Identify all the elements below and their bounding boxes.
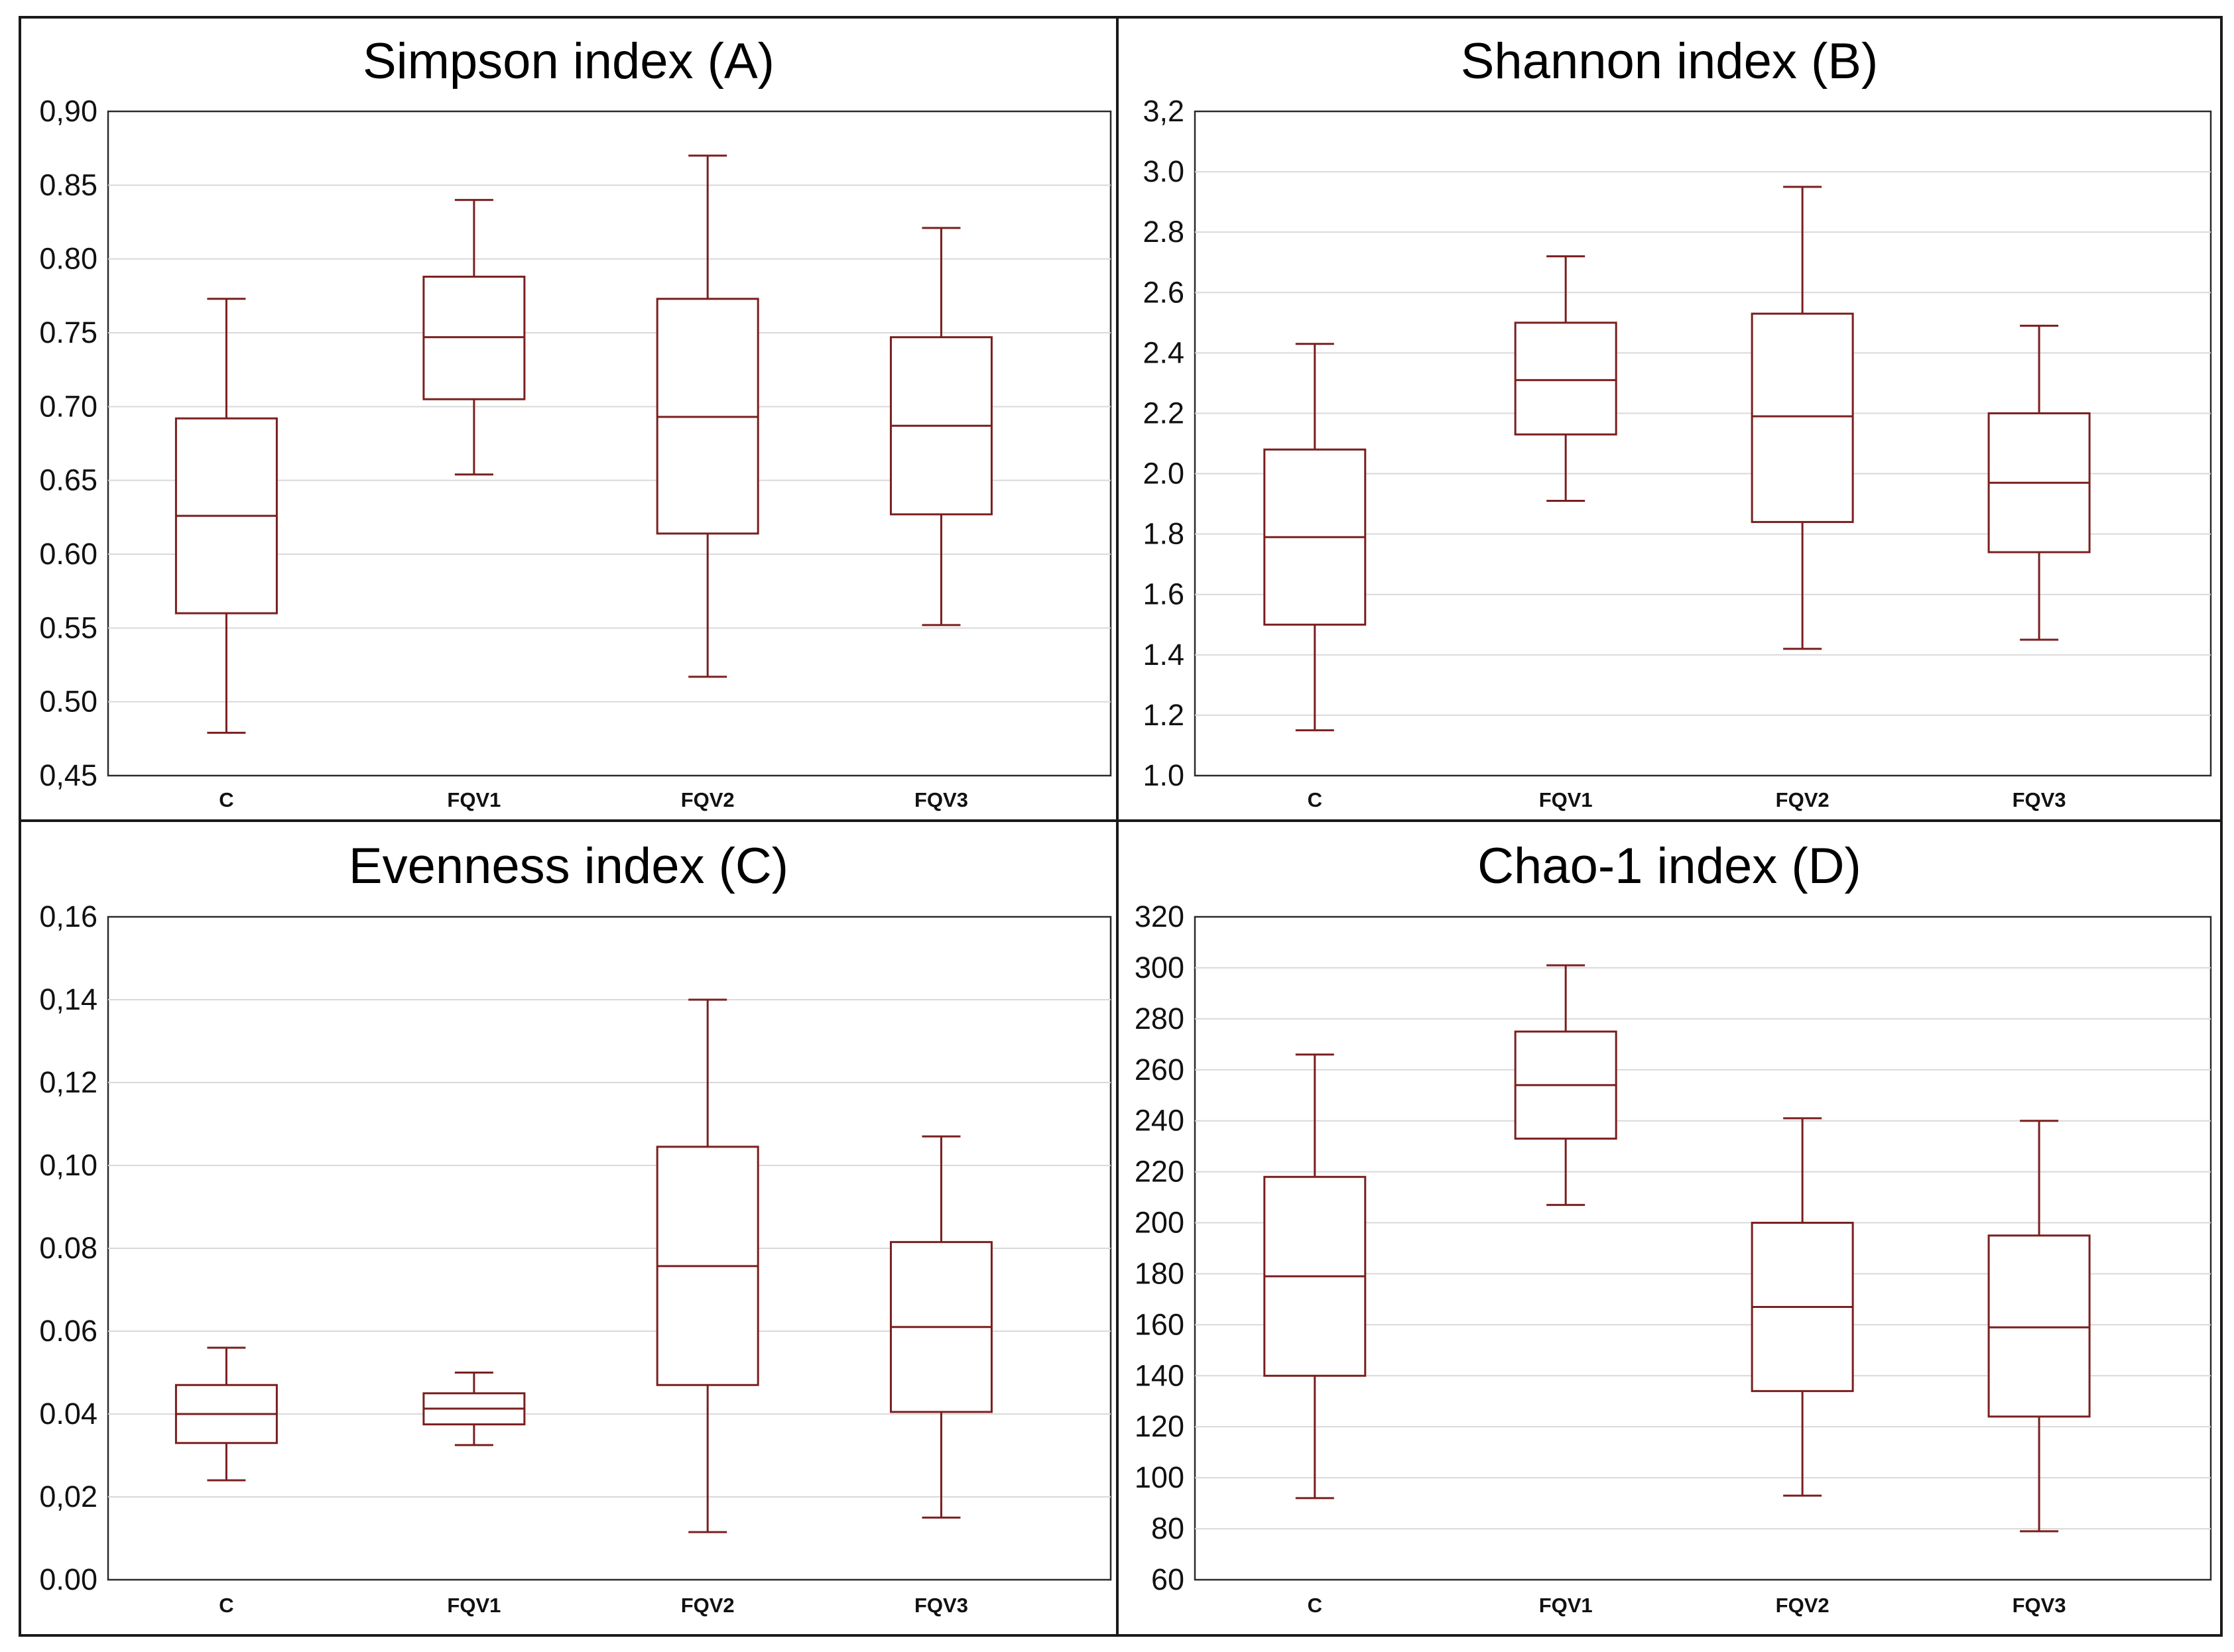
panel-chao1: Chao-1 index (D) 320 300 280 260 240 220 200 180…	[1116, 819, 2223, 1637]
evenness-box-fqv2	[656, 998, 759, 1533]
chao1-ytick-label: 200	[1135, 1206, 1184, 1240]
simpson-ytick-label: 0.85	[39, 168, 97, 202]
evenness-ytick-label: 0.06	[39, 1314, 97, 1348]
chao1-box-fqv3	[1987, 1120, 2091, 1533]
shannon-xtick-label: FQV2	[1776, 788, 1830, 811]
simpson-ytick-label: 0.70	[39, 389, 97, 423]
simpson-ytick-label: 0.50	[39, 685, 97, 719]
chao1-ytick-label: 60	[1151, 1563, 1184, 1596]
evenness-ytick-label: 0,02	[39, 1480, 97, 1513]
shannon-ytick-label: 1.2	[1143, 698, 1184, 732]
chao1-ytick-label: 80	[1151, 1511, 1184, 1545]
shannon-ytick-label: 3.0	[1143, 154, 1184, 188]
simpson-ytick-label: 0.55	[39, 611, 97, 644]
iqr-box	[1751, 312, 1854, 523]
chao1-ytick-label: 160	[1135, 1307, 1184, 1341]
chao1-ytick-label: 140	[1135, 1358, 1184, 1392]
shannon-box-c	[1263, 343, 1367, 732]
simpson-ytick-label: 0.60	[39, 537, 97, 571]
shannon-box-fqv3	[1987, 324, 2091, 641]
chao1-ytick-label: 320	[1135, 900, 1184, 933]
evenness-xtick-label: C	[219, 1594, 233, 1617]
evenness-ytick-label: 0.04	[39, 1397, 97, 1431]
shannon-box-fqv1	[1514, 255, 1617, 502]
shannon-ytick-label: 1.6	[1143, 577, 1184, 611]
shannon-ytick-label: 2.2	[1143, 396, 1184, 430]
chao1-ytick-label: 280	[1135, 1002, 1184, 1035]
simpson-ytick-label: 0.75	[39, 316, 97, 349]
chao1-ytick-label: 100	[1135, 1460, 1184, 1494]
simpson-xtick-label: FQV2	[681, 788, 735, 811]
simpson-ytick-label: 0.65	[39, 463, 97, 497]
shannon-xtick-label: FQV3	[2013, 788, 2066, 811]
simpson-box-fqv2	[656, 154, 759, 678]
shannon-ytick-label: 2.0	[1143, 457, 1184, 491]
evenness-ytick-label: 0,16	[39, 900, 97, 933]
chao1-ytick-label: 220	[1135, 1155, 1184, 1189]
simpson-ytick-label: 0,45	[39, 758, 97, 792]
iqr-box	[1514, 322, 1617, 436]
evenness-title: Evenness index (C)	[349, 838, 788, 894]
chao1-ytick-label: 180	[1135, 1256, 1184, 1290]
simpson-xtick-label: FQV1	[447, 788, 501, 811]
simpson-box-c	[174, 298, 278, 734]
chao1-box-c	[1263, 1053, 1367, 1500]
evenness-ytick-label: 0,10	[39, 1148, 97, 1182]
simpson-ytick-label: 0,90	[39, 94, 97, 128]
simpson-xtick-label: FQV3	[914, 788, 968, 811]
shannon-ytick-label: 3,2	[1143, 94, 1184, 128]
simpson-ytick-label: 0.80	[39, 242, 97, 276]
chao1-ytick-label: 240	[1135, 1104, 1184, 1138]
shannon-ytick-label: 1.8	[1143, 517, 1184, 551]
iqr-box	[1987, 1234, 2091, 1418]
chao1-xtick-label: FQV2	[1776, 1594, 1830, 1617]
evenness-xtick-label: FQV2	[681, 1594, 735, 1617]
simpson-box-fqv1	[422, 199, 526, 476]
simpson-title: Simpson index (A)	[363, 33, 775, 89]
shannon-ytick-label: 1.4	[1143, 638, 1184, 672]
evenness-ytick-label: 0.08	[39, 1231, 97, 1265]
evenness-box-c	[174, 1346, 278, 1482]
chao1-xtick-label: FQV1	[1539, 1594, 1593, 1617]
shannon-title: Shannon index (B)	[1461, 33, 1879, 89]
shannon-ytick-label: 1.0	[1143, 758, 1184, 792]
shannon-ytick-label: 2.6	[1143, 275, 1184, 309]
evenness-ytick-label: 0.00	[39, 1563, 97, 1596]
chao1-xtick-label: C	[1308, 1594, 1322, 1617]
evenness-xtick-label: FQV1	[447, 1594, 501, 1617]
chao1-ytick-label: 120	[1135, 1409, 1184, 1443]
chao1-ytick-label: 260	[1135, 1053, 1184, 1087]
chao1-title: Chao-1 index (D)	[1477, 838, 1861, 894]
chao1-panel-border	[1116, 819, 2223, 1637]
evenness-ytick-label: 0,12	[39, 1065, 97, 1099]
shannon-box-fqv2	[1751, 186, 1854, 650]
chao1-box-fqv1	[1514, 964, 1617, 1207]
evenness-xtick-label: FQV3	[914, 1594, 968, 1617]
shannon-ytick-label: 2.4	[1143, 335, 1184, 369]
evenness-box-fqv3	[889, 1135, 993, 1519]
panel-simpson: Simpson index (A) 0,90 0.85 0.80 0.75 0.70 0.6…	[19, 16, 1119, 822]
chao1-xtick-label: FQV3	[2013, 1594, 2066, 1617]
chao1-ytick-label: 300	[1135, 951, 1184, 984]
shannon-xtick-label: C	[1308, 788, 1322, 811]
shannon-xtick-label: FQV1	[1539, 788, 1593, 811]
chao1-box-fqv2	[1751, 1117, 1854, 1497]
panel-evenness: Evenness index (C) 0,16 0,14 0,12 0,10 0.08 0.…	[19, 819, 1119, 1637]
evenness-ytick-label: 0,14	[39, 982, 97, 1016]
evenness-box-fqv1	[422, 1372, 526, 1446]
simpson-box-fqv3	[889, 227, 993, 626]
shannon-ytick-label: 2.8	[1143, 215, 1184, 249]
simpson-xtick-label: C	[219, 788, 233, 811]
panel-shannon: Shannon index (B) 3,2 3.0 2.8 2.6 2.4 2.2 2.0 1.…	[1116, 16, 2223, 822]
